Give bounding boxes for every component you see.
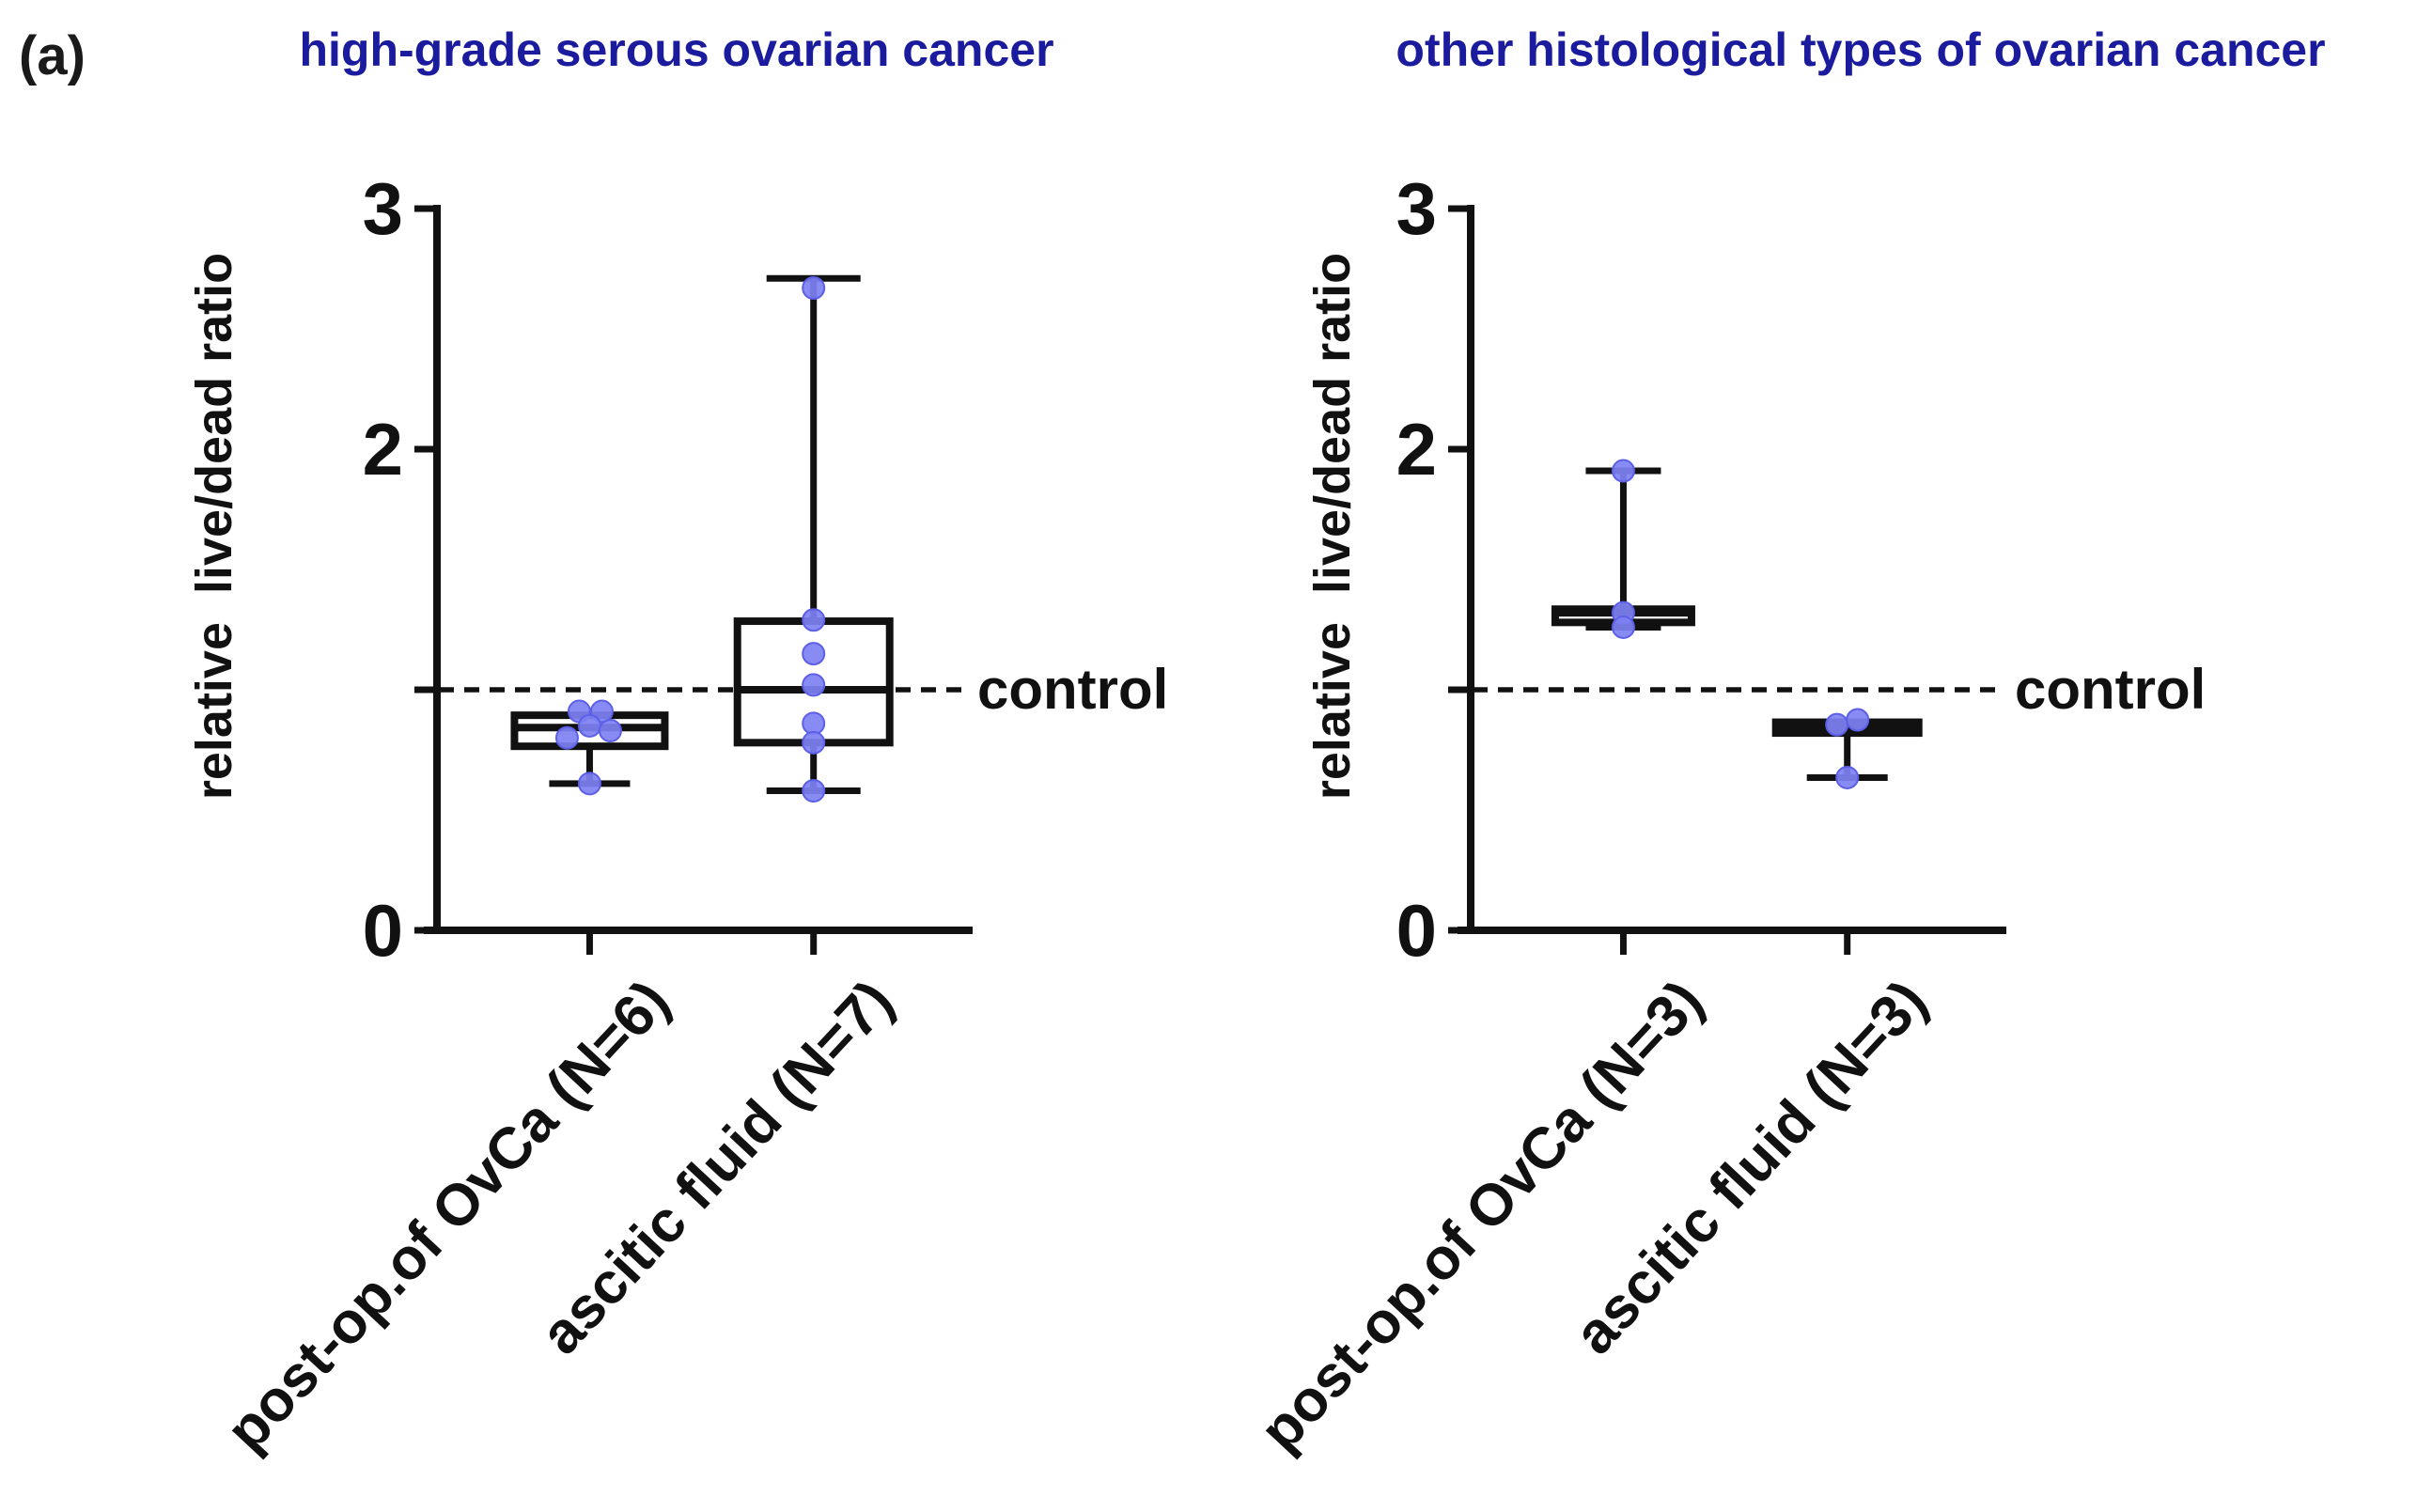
data-point (802, 730, 826, 755)
data-point (802, 275, 826, 300)
x-category-label: post-op.of OvCa (N=6) (214, 968, 682, 1463)
y-tick-label: 2 (363, 408, 403, 491)
data-point (1825, 712, 1849, 737)
right-control-line-label: control (2015, 658, 2206, 721)
data-point (1611, 615, 1635, 639)
data-point (1835, 765, 1860, 789)
data-point (577, 713, 601, 738)
data-point (1846, 708, 1870, 732)
x-category-label: post-op.of OvCa (N=3) (1248, 968, 1716, 1463)
data-point (802, 642, 826, 666)
y-tick-label: 3 (1396, 167, 1437, 250)
data-point (577, 772, 601, 796)
data-point (802, 673, 826, 697)
data-point (1611, 459, 1635, 483)
y-tick-label: 0 (1396, 889, 1437, 972)
right-panel-title: other histological types of ovarian canc… (1396, 23, 2326, 76)
figure-panel-letter: (a) (19, 25, 86, 86)
y-tick-label: 3 (363, 167, 403, 250)
data-point (802, 779, 826, 803)
data-point (554, 725, 579, 750)
data-point (598, 719, 622, 743)
y-tick-label: 2 (1396, 408, 1437, 491)
left-panel-title: high-grade serous ovarian cancer (299, 23, 1054, 76)
y-tick-label: 0 (363, 889, 403, 972)
left-control-line-label: control (977, 658, 1169, 721)
data-point (802, 608, 826, 632)
